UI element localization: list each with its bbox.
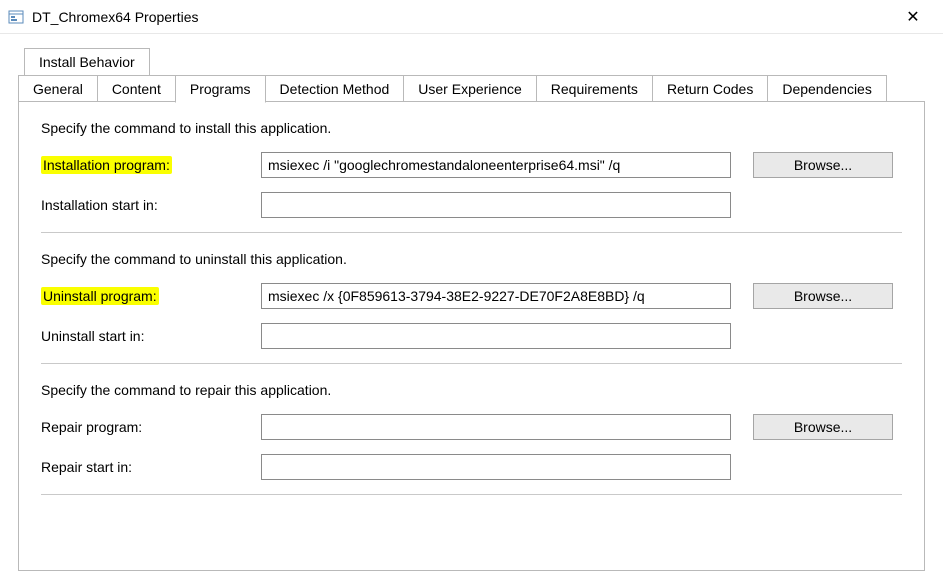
repair-browse-button[interactable]: Browse... (753, 414, 893, 440)
repair-program-label: Repair program: (41, 419, 261, 435)
uninstall-startin-input[interactable] (261, 323, 731, 349)
tab-content[interactable]: Content (97, 75, 176, 102)
repair-heading: Specify the command to repair this appli… (41, 382, 902, 398)
install-startin-label: Installation start in: (41, 197, 261, 213)
install-program-row: Installation program: Browse... (41, 152, 902, 178)
tab-row-upper: Install Behavior (24, 48, 925, 76)
uninstall-program-input[interactable] (261, 283, 731, 309)
tab-detection-method[interactable]: Detection Method (265, 75, 405, 102)
window-title: DT_Chromex64 Properties (32, 9, 893, 25)
titlebar: DT_Chromex64 Properties ✕ (0, 0, 943, 34)
uninstall-program-label: Uninstall program: (41, 288, 261, 304)
uninstall-startin-label: Uninstall start in: (41, 328, 261, 344)
repair-program-row: Repair program: Browse... (41, 414, 902, 440)
uninstall-browse-button[interactable]: Browse... (753, 283, 893, 309)
separator-2 (41, 363, 902, 364)
install-program-label: Installation program: (41, 157, 261, 173)
tab-dependencies[interactable]: Dependencies (767, 75, 887, 102)
close-button[interactable]: ✕ (893, 3, 933, 31)
install-startin-row: Installation start in: (41, 192, 902, 218)
uninstall-program-row: Uninstall program: Browse... (41, 283, 902, 309)
repair-startin-label: Repair start in: (41, 459, 261, 475)
content-area: Install Behavior General Content Program… (0, 34, 943, 571)
install-startin-input[interactable] (261, 192, 731, 218)
uninstall-startin-row: Uninstall start in: (41, 323, 902, 349)
tab-programs[interactable]: Programs (175, 75, 266, 103)
tab-install-behavior[interactable]: Install Behavior (24, 48, 150, 76)
separator-3 (41, 494, 902, 495)
uninstall-heading: Specify the command to uninstall this ap… (41, 251, 902, 267)
tab-row-lower: General Content Programs Detection Metho… (18, 75, 925, 102)
install-program-input[interactable] (261, 152, 731, 178)
separator-1 (41, 232, 902, 233)
repair-program-input[interactable] (261, 414, 731, 440)
repair-startin-input[interactable] (261, 454, 731, 480)
tab-general[interactable]: General (18, 75, 98, 102)
tab-requirements[interactable]: Requirements (536, 75, 653, 102)
app-icon (8, 9, 24, 25)
tab-user-experience[interactable]: User Experience (403, 75, 537, 102)
install-heading: Specify the command to install this appl… (41, 120, 902, 136)
repair-startin-row: Repair start in: (41, 454, 902, 480)
tab-return-codes[interactable]: Return Codes (652, 75, 768, 102)
tab-panel-programs: Specify the command to install this appl… (18, 101, 925, 571)
install-browse-button[interactable]: Browse... (753, 152, 893, 178)
